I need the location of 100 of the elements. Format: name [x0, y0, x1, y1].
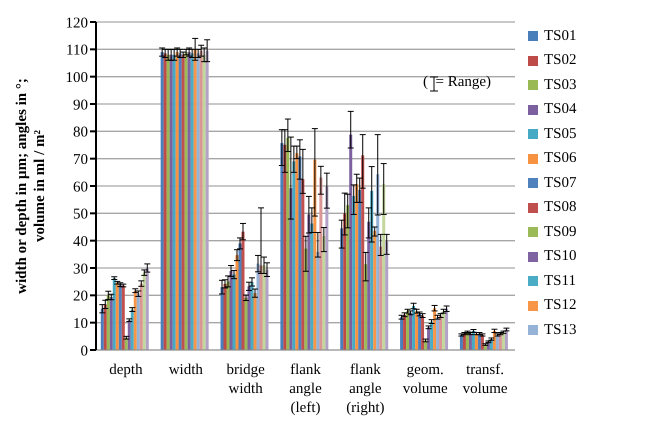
- bar: [118, 284, 122, 350]
- bar: [367, 222, 370, 350]
- x-tick-label: flank angle (right): [346, 362, 385, 416]
- legend-label: TS01: [544, 28, 577, 45]
- bar: [122, 285, 125, 350]
- bar: [445, 308, 448, 350]
- legend-label: TS03: [544, 76, 577, 94]
- bar: [226, 281, 230, 350]
- y-axis-title: width or depth in µm; angles in °; volume in ml / m²: [14, 78, 48, 294]
- bar: [262, 265, 266, 350]
- bar: [325, 186, 328, 350]
- bar: [316, 252, 320, 350]
- bar: [358, 190, 362, 350]
- bar: [134, 290, 137, 350]
- bar: [412, 306, 416, 350]
- bar: [238, 243, 242, 350]
- bar: [256, 264, 260, 350]
- bar: [430, 322, 434, 350]
- legend-label: TS04: [544, 101, 577, 118]
- bar: [292, 161, 296, 350]
- bar: [164, 53, 167, 350]
- x-tick-label: width: [168, 362, 204, 378]
- y-tick-label: 110: [66, 42, 88, 59]
- y-tick-label: 50: [73, 206, 88, 223]
- bar: [310, 223, 314, 350]
- bar: [376, 174, 380, 350]
- bar: [340, 228, 344, 350]
- bar: [421, 316, 424, 350]
- bar: [439, 316, 442, 350]
- y-tick-label: 90: [73, 97, 88, 114]
- bar: [403, 314, 406, 350]
- bar: [130, 310, 134, 350]
- bar: [346, 205, 350, 350]
- bar: [188, 52, 191, 350]
- bar: [104, 304, 107, 350]
- bar: [361, 155, 364, 350]
- y-tick-label: 10: [73, 316, 88, 332]
- bar: [319, 178, 322, 350]
- bar: [379, 246, 382, 350]
- y-tick-label: 70: [73, 152, 88, 168]
- bar: [100, 308, 104, 350]
- bar: [280, 143, 284, 350]
- legend-label: TS05: [544, 126, 577, 143]
- bar: [286, 138, 290, 350]
- x-tick-label: flank angle (left): [289, 362, 322, 416]
- y-tick-label: 60: [73, 179, 88, 196]
- y-tick-label: 30: [73, 261, 88, 278]
- bar: [418, 314, 422, 350]
- bar: [433, 308, 436, 350]
- bar: [298, 156, 302, 350]
- bar: [400, 317, 404, 350]
- bar: [409, 312, 412, 350]
- bar: [202, 54, 206, 350]
- y-tick-label: 20: [73, 288, 88, 305]
- bar: [349, 134, 352, 350]
- legend-label: TS12: [544, 297, 577, 314]
- bar: [128, 320, 131, 350]
- bar: [436, 317, 440, 350]
- bar: [352, 196, 356, 350]
- bar: [112, 278, 116, 350]
- bar: [364, 264, 368, 350]
- bar: [116, 282, 119, 350]
- bar: [172, 54, 176, 350]
- bar: [206, 50, 209, 350]
- bar: [260, 266, 263, 350]
- bar: [146, 268, 149, 350]
- bar: [415, 311, 418, 350]
- y-tick-label: 80: [73, 124, 88, 141]
- bar: [373, 230, 376, 350]
- bar: [230, 271, 233, 350]
- bar: [184, 52, 188, 350]
- bar: [196, 53, 200, 350]
- bar: [322, 236, 326, 350]
- bar: [170, 54, 173, 350]
- bar: [140, 284, 143, 350]
- bar: [176, 52, 179, 350]
- bar: [266, 270, 269, 350]
- bar: [474, 334, 478, 350]
- bar: [304, 248, 308, 350]
- x-tick-label: transf. volume: [462, 362, 508, 397]
- bar: [220, 287, 224, 350]
- bar: [355, 184, 358, 350]
- bar: [442, 311, 446, 350]
- legend-label: TS11: [544, 272, 576, 290]
- bar: [166, 54, 170, 350]
- bar: [136, 294, 140, 350]
- bar: [160, 52, 164, 350]
- annotation: ( = Range): [423, 74, 492, 90]
- legend-label: TS13: [544, 322, 577, 339]
- legend-label: TS08: [544, 199, 577, 216]
- bar: [194, 49, 197, 350]
- bar: [295, 153, 298, 350]
- bar: [190, 53, 194, 350]
- bar: [224, 284, 227, 350]
- bar: [406, 311, 410, 350]
- bar: [250, 282, 254, 350]
- legend-label: TS06: [544, 150, 577, 168]
- bar: [254, 293, 257, 350]
- legend-label: TS09: [544, 224, 577, 241]
- bar: [182, 54, 185, 350]
